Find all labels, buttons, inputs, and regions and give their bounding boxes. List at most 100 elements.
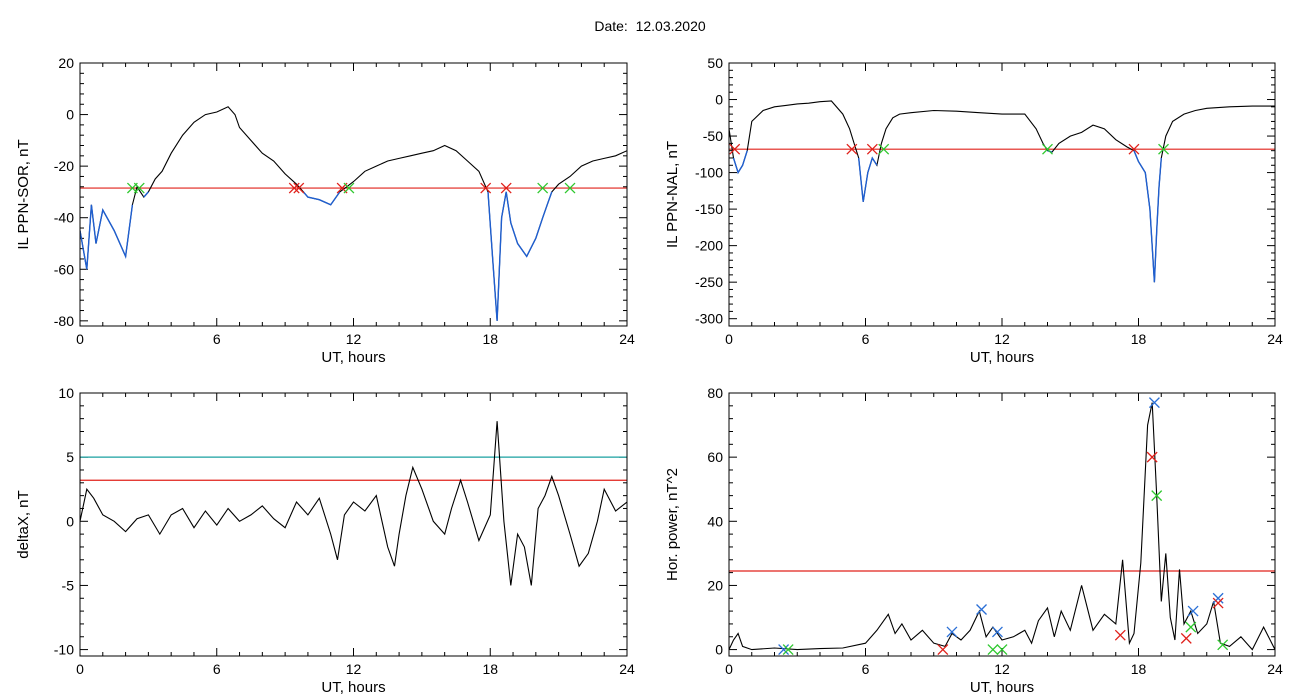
event-mark-stroke bbox=[564, 182, 576, 194]
event-mark-red bbox=[293, 182, 305, 194]
event-mark-stroke bbox=[1146, 451, 1158, 463]
event-mark-stroke bbox=[288, 182, 300, 194]
plot-frame bbox=[79, 392, 628, 657]
axis-ticks bbox=[79, 62, 628, 326]
event-mark-red bbox=[1128, 143, 1140, 155]
event-mark-stroke bbox=[846, 143, 858, 155]
x-tick-label: 12 bbox=[346, 331, 362, 347]
y-tick-label: 10 bbox=[58, 385, 74, 401]
event-mark-stroke bbox=[293, 182, 305, 194]
event-mark-stroke bbox=[1212, 592, 1224, 604]
event-mark-stroke bbox=[1217, 639, 1229, 651]
series-line bbox=[80, 106, 627, 321]
y-tick-label: 20 bbox=[707, 577, 723, 593]
series-group bbox=[729, 402, 1275, 651]
event-mark-stroke bbox=[1114, 629, 1126, 641]
series-line bbox=[729, 402, 1275, 651]
event-mark-blue bbox=[1187, 605, 1199, 617]
event-mark-stroke bbox=[1180, 632, 1192, 644]
event-mark-green bbox=[564, 182, 576, 194]
series-line bbox=[729, 100, 1275, 283]
event-mark-green bbox=[782, 644, 794, 656]
y-tick-label: 0 bbox=[66, 107, 74, 123]
x-tick-label: 18 bbox=[482, 331, 498, 347]
event-mark-red bbox=[1180, 632, 1192, 644]
event-mark-stroke bbox=[500, 182, 512, 194]
x-axis-label: UT, hours bbox=[321, 349, 385, 366]
event-mark-stroke bbox=[1185, 621, 1197, 633]
plot-frame bbox=[728, 392, 1276, 657]
x-axis-label: UT, hours bbox=[970, 679, 1034, 696]
event-mark-stroke bbox=[1128, 143, 1140, 155]
y-tick-label: -200 bbox=[695, 238, 723, 254]
event-mark-stroke bbox=[480, 182, 492, 194]
y-tick-label: -80 bbox=[54, 313, 74, 329]
series-line bbox=[80, 421, 627, 586]
y-tick-label: 50 bbox=[707, 55, 723, 71]
below-threshold-segment bbox=[487, 191, 553, 321]
y-tick-label: -300 bbox=[695, 311, 723, 327]
y-tick-label: -20 bbox=[54, 158, 74, 174]
figure-title: Date: 12.03.2020 bbox=[594, 18, 706, 34]
x-tick-label: 12 bbox=[346, 661, 362, 677]
x-tick-label: 18 bbox=[1131, 661, 1147, 677]
y-tick-label: 5 bbox=[66, 449, 74, 465]
event-mark-stroke bbox=[996, 644, 1008, 656]
event-mark-green bbox=[537, 182, 549, 194]
event-mark-stroke bbox=[987, 644, 999, 656]
event-mark-green bbox=[133, 182, 145, 194]
y-tick-label: -10 bbox=[54, 642, 74, 658]
plot-frame bbox=[728, 62, 1276, 327]
x-tick-label: 0 bbox=[725, 331, 733, 347]
y-tick-label: -50 bbox=[703, 128, 723, 144]
x-tick-label: 24 bbox=[1267, 331, 1283, 347]
event-mark-stroke bbox=[1148, 397, 1160, 409]
event-mark-red bbox=[846, 143, 858, 155]
below-threshold-segment bbox=[858, 156, 878, 202]
x-tick-label: 12 bbox=[994, 331, 1010, 347]
event-mark-stroke bbox=[991, 626, 1003, 638]
event-mark-red bbox=[866, 143, 878, 155]
x-tick-label: 6 bbox=[213, 661, 221, 677]
y-tick-label: 40 bbox=[707, 513, 723, 529]
chart-panel-3: 0 6 12 18 24 -10 -5 0 5 10 UT, hours deltaX, nT bbox=[15, 385, 635, 696]
plot-frame bbox=[79, 62, 628, 327]
event-mark-stroke bbox=[133, 182, 145, 194]
event-mark-blue bbox=[1148, 397, 1160, 409]
event-mark-green bbox=[1042, 143, 1053, 155]
y-tick-label: 0 bbox=[66, 513, 74, 529]
axis-ticks bbox=[79, 392, 628, 656]
chart-panel-4: 0 6 12 18 24 0 20 40 60 80 UT, hours Hor. power, nT… bbox=[664, 385, 1283, 696]
y-tick-label: 80 bbox=[707, 385, 723, 401]
event-mark-stroke bbox=[866, 143, 878, 155]
event-mark-green bbox=[1158, 143, 1169, 155]
y-tick-label: -100 bbox=[695, 165, 723, 181]
y-tick-label: -60 bbox=[54, 261, 74, 277]
y-axis-label: deltaX, nT bbox=[15, 490, 32, 558]
y-tick-label: 60 bbox=[707, 449, 723, 465]
x-tick-label: 0 bbox=[76, 331, 84, 347]
y-tick-label: 20 bbox=[58, 55, 74, 71]
event-mark-stroke bbox=[1158, 143, 1169, 155]
below-threshold-segment bbox=[143, 191, 149, 198]
x-axis-label: UT, hours bbox=[321, 679, 385, 696]
event-mark-red bbox=[937, 644, 949, 656]
event-mark-blue bbox=[1212, 592, 1224, 604]
event-mark-stroke bbox=[1042, 143, 1053, 155]
y-axis-label: Hor. power, nT^2 bbox=[664, 468, 681, 581]
event-mark-stroke bbox=[1151, 490, 1163, 502]
y-tick-label: -150 bbox=[695, 201, 723, 217]
x-tick-label: 12 bbox=[994, 661, 1010, 677]
x-tick-label: 6 bbox=[862, 331, 870, 347]
y-axis-label: IL PPN-SOR, nT bbox=[15, 139, 32, 249]
event-mark-green bbox=[1185, 621, 1197, 633]
x-tick-label: 0 bbox=[76, 661, 84, 677]
y-tick-label: 0 bbox=[715, 642, 723, 658]
event-mark-stroke bbox=[1212, 597, 1224, 609]
event-mark-stroke bbox=[782, 644, 794, 656]
event-mark-green bbox=[987, 644, 999, 656]
y-tick-label: -250 bbox=[695, 274, 723, 290]
series-group bbox=[80, 106, 627, 321]
